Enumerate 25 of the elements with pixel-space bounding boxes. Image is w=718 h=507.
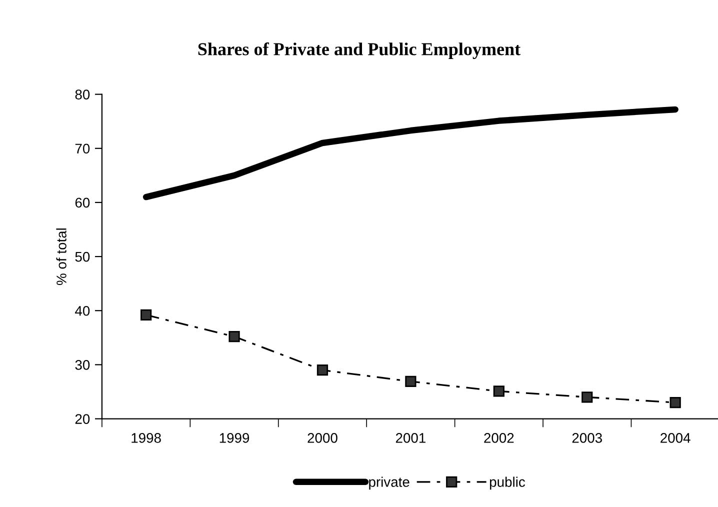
x-tick-label: 2002 xyxy=(484,433,514,443)
y-tick-label: 70 xyxy=(75,144,90,154)
y-tick-label: 20 xyxy=(75,414,90,424)
x-tick-label: 2004 xyxy=(660,433,690,443)
x-tick-label: 2000 xyxy=(308,433,338,443)
x-tick-label: 2003 xyxy=(572,433,602,443)
legend-label: private xyxy=(369,476,410,490)
point xyxy=(316,364,328,376)
y-tick-label: 50 xyxy=(75,252,90,262)
y-tick-label: 80 xyxy=(75,90,90,100)
y-axis-title: % of total xyxy=(56,228,66,285)
point xyxy=(140,309,152,321)
y-tick-label: 60 xyxy=(75,198,90,208)
point xyxy=(405,376,416,388)
y-tick-label: 30 xyxy=(75,360,90,370)
x-tick-label: 1998 xyxy=(132,433,161,443)
x-tick-label: 2001 xyxy=(396,433,426,443)
point xyxy=(582,392,593,403)
point xyxy=(493,386,504,397)
x-tick-label: 1999 xyxy=(220,433,250,443)
legend-label: public xyxy=(490,476,526,490)
point xyxy=(670,397,681,408)
point xyxy=(228,331,240,342)
chart-title: Shares of Private and Public Employment xyxy=(198,42,521,60)
y-tick-label: 40 xyxy=(75,306,90,316)
